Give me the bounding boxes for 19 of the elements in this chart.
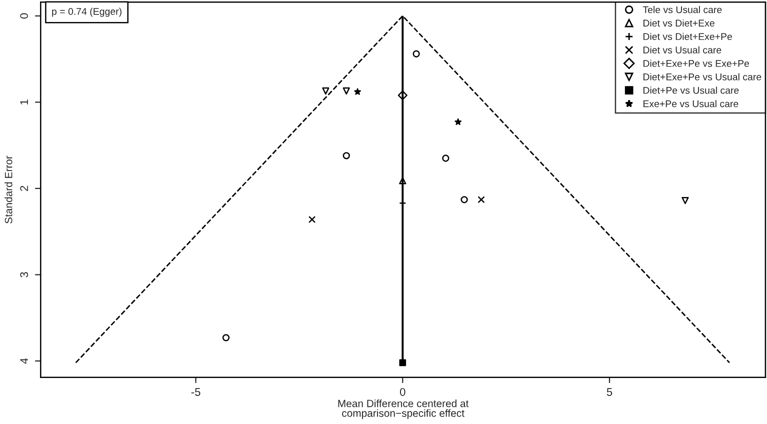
legend-label: Diet+Pe vs Usual care	[643, 86, 739, 94]
legend-label: Exe+Pe vs Usual care	[643, 100, 738, 108]
y-tick-label: 2	[20, 186, 28, 191]
legend-label: Diet vs Diet+Exe	[643, 19, 714, 27]
y-tick-label: 4	[20, 358, 28, 364]
x-tick-label: 5	[606, 388, 612, 396]
x-axis-title: Mean Difference centered at comparison−specific effect	[338, 400, 469, 419]
annotation: p = 0.74 (Egger)	[52, 8, 122, 17]
y-tick-label: 1	[20, 100, 28, 104]
x-tick-label: -5	[191, 388, 200, 396]
x-tick-label: 0	[400, 388, 406, 396]
legend-label: Diet+Exe+Pe vs Exe+Pe	[643, 60, 749, 67]
legend-label: Diet vs Usual care	[643, 46, 722, 54]
y-tick-label: 0	[20, 13, 28, 19]
legend-label: Tele vs Usual care	[642, 6, 722, 14]
legend-label: Diet vs Diet+Exe+Pe	[643, 32, 732, 40]
y-tick-label: 3	[20, 272, 28, 278]
y-axis-title: Standard Error	[4, 156, 12, 224]
legend-label: Diet+Exe+Pe vs Usual care	[643, 73, 762, 80]
